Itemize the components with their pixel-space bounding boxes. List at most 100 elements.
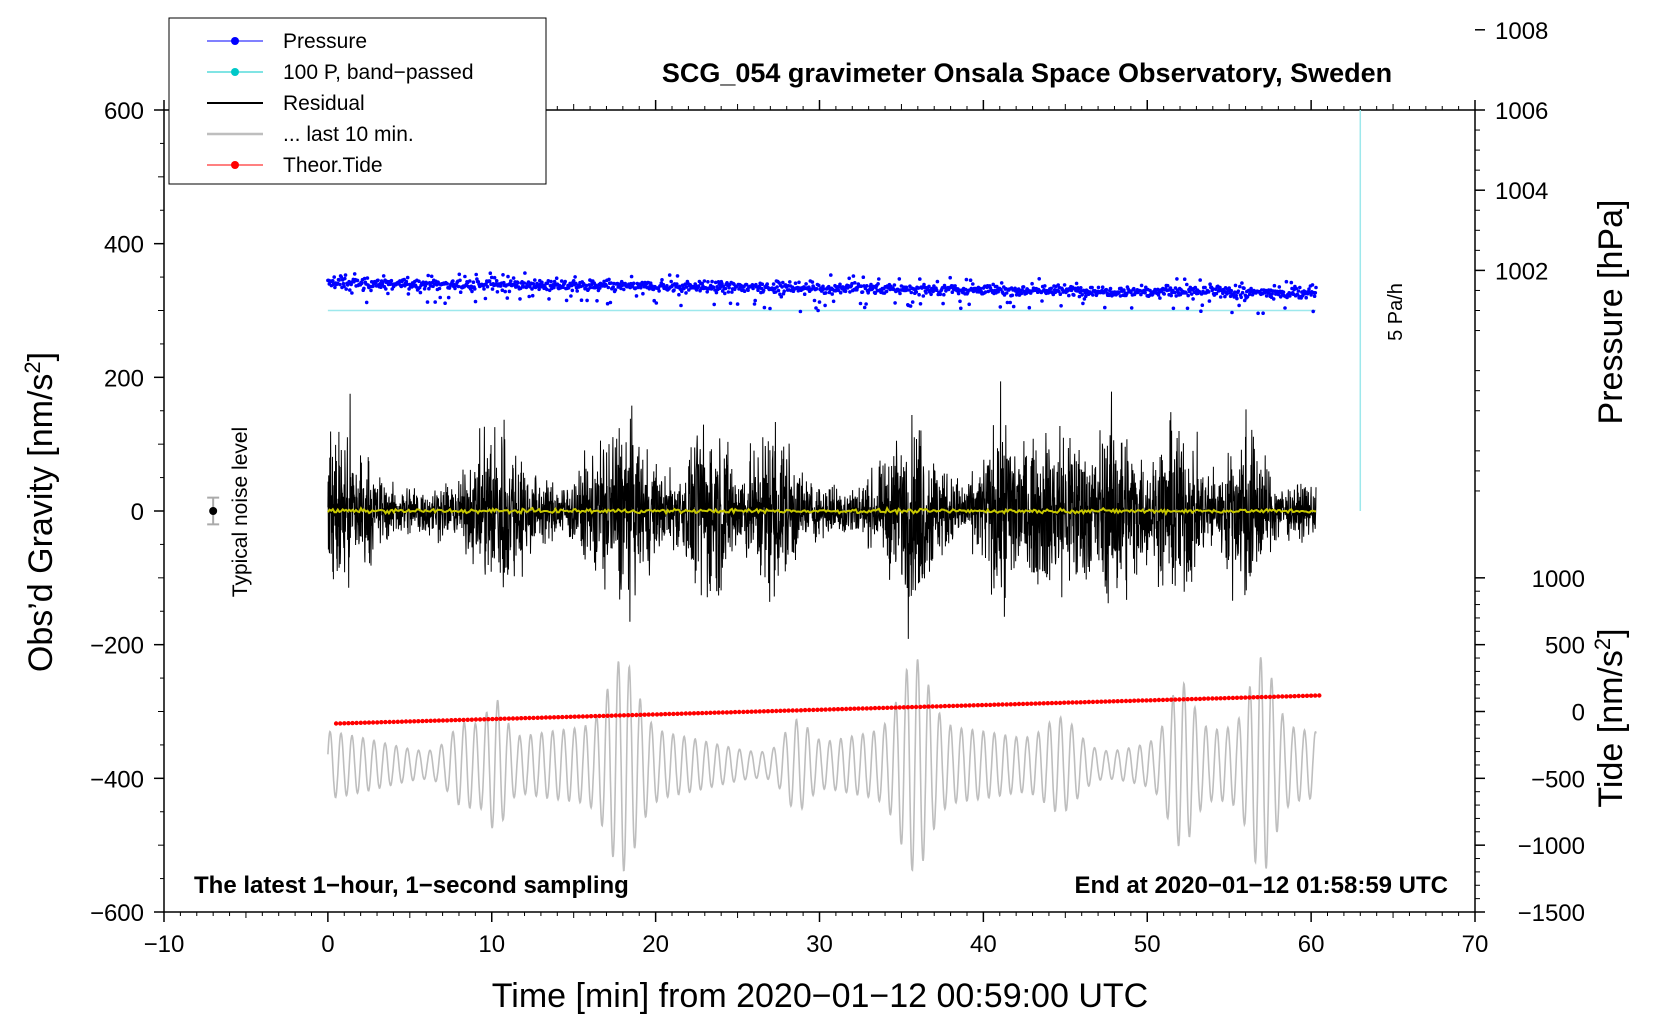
pressure-point [941,301,945,306]
tide-point [510,716,516,721]
pressure-point [362,286,366,291]
tide-point [716,710,721,715]
pressure-point [1218,285,1222,290]
pressure-point [1090,285,1094,290]
tide-point [358,720,363,725]
pressure-point [342,284,346,289]
tide-point [1066,700,1071,705]
pressure-point [1208,282,1212,287]
pressure-point [752,302,757,306]
x-tick-label: −10 [144,931,185,958]
pressure-point [376,278,380,283]
pressure-point [814,306,818,310]
tide-point [700,710,705,716]
pressure-point [575,289,579,293]
tide-point [1206,696,1211,701]
y-tick-label: 400 [104,232,144,259]
pressure-point [817,300,822,304]
pressure-point [712,302,716,307]
tide-point [831,707,837,712]
tide-point [1111,699,1116,704]
pressure-tick-label: 1008 [1495,18,1548,45]
pressure-point [679,303,683,308]
pressure-point [507,289,512,294]
tide-point [1292,694,1297,699]
tide-point [687,711,693,716]
pressure-point [669,279,673,284]
tide-point [514,716,520,721]
tide-point [963,703,968,708]
tide-point [663,711,668,717]
pressure-point [338,282,342,287]
pressure-point [443,301,447,306]
tide-point [1127,698,1133,704]
pressure-tick-label: 1004 [1495,178,1548,205]
legend: Pressure 100 P, band−passed Residual ... la… [168,17,547,185]
pressure-point [349,282,354,287]
pressure-point [1313,291,1318,295]
tide-point [1140,698,1145,703]
y-tick-label: 200 [104,365,144,392]
pressure-point [683,282,688,287]
pressure-point [922,282,926,287]
pressure-point [714,290,719,295]
y-tick-label: −400 [90,766,144,793]
tide-point [881,705,886,711]
pressure-point [850,281,854,286]
tide-point [757,709,762,714]
pressure-point [978,286,983,291]
pressure-point [760,282,765,287]
tide-point [819,707,824,712]
pressure-point [864,302,868,306]
pressure-point [1082,297,1087,301]
pressure-point [652,298,656,303]
tide-point [527,715,532,721]
pressure-point [1067,293,1071,298]
tide-point [979,702,985,708]
pressure-point [1173,290,1177,295]
pressure-point [463,274,467,279]
pressure-point [904,285,909,290]
tide-point [432,718,437,723]
tide-point [807,707,812,713]
tide-point [996,702,1001,707]
tide-point [444,718,450,723]
pressure-point [1058,292,1063,297]
tide-point [1033,701,1038,706]
pressure-point [680,289,684,294]
tide-point [576,714,581,719]
pressure-point [1008,300,1012,305]
tide-point [1280,694,1285,699]
tide-point [502,716,507,721]
pressure-point [344,287,349,291]
tide-point [1020,701,1026,707]
pressure-point [333,285,337,290]
pressure-point [350,291,354,295]
tide-point [909,704,915,710]
tide-tick-label: −1500 [1518,900,1585,927]
tide-point [864,706,869,711]
tide-point [1053,700,1059,706]
pressure-point [726,290,731,294]
pressure-point [1129,306,1134,310]
pressure-point [924,291,928,295]
sampling-note: The latest 1−hour, 1−second sampling [194,872,629,899]
pressure-point [1228,294,1233,299]
tide-point [983,702,989,708]
pressure-point [1191,297,1195,301]
tide-point [712,710,717,715]
pressure-point [352,272,357,276]
pressure-point [495,290,500,294]
tide-point [1062,700,1067,705]
pressure-point [862,305,867,310]
tide-point [1201,696,1207,701]
pressure-point [1030,281,1034,286]
pressure-point [1233,283,1238,288]
pressure-point [500,288,505,293]
tide-point [395,719,400,724]
tide-point [675,711,680,716]
tide-point [1119,698,1125,704]
tide-point [761,709,767,714]
pressure-point [537,287,541,292]
pressure-point [485,284,490,289]
